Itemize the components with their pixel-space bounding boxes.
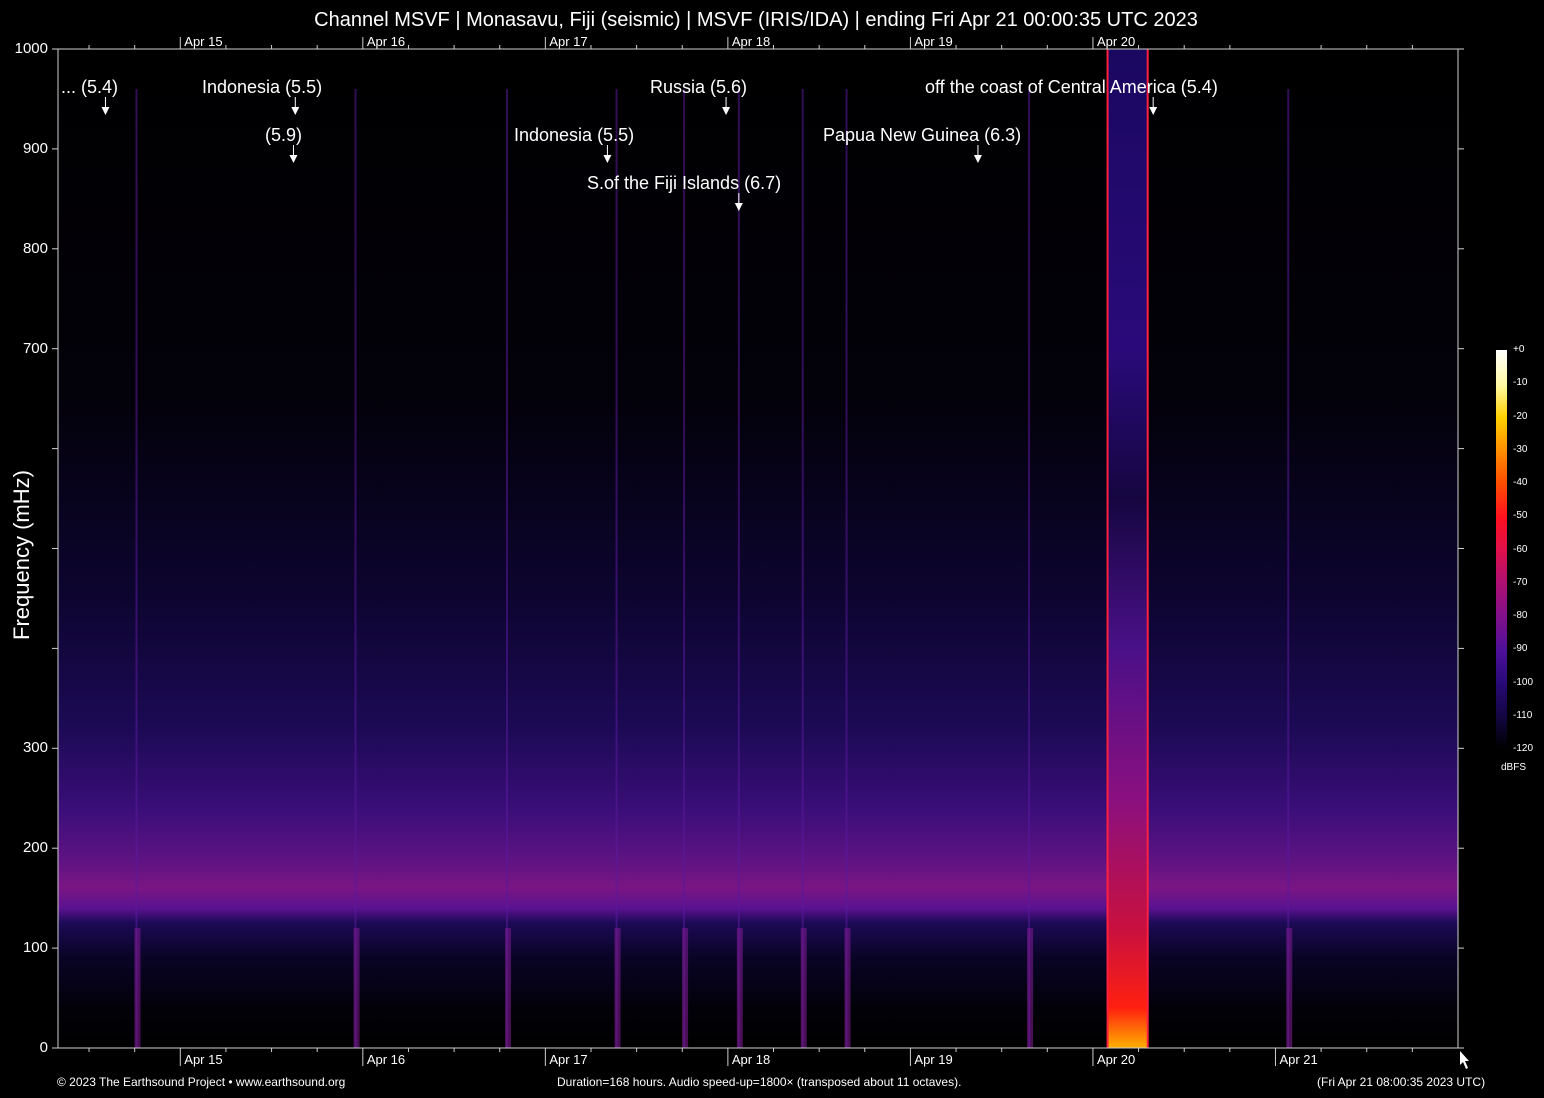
- colorbar-tick-label: -60: [1513, 543, 1528, 555]
- y-tick-label: 200: [22, 839, 48, 857]
- x-tick-label: Apr 21: [1279, 1052, 1318, 1067]
- transient-line: [615, 89, 618, 1048]
- footer-copyright: © 2023 The Earthsound Project • www.eart…: [57, 1075, 346, 1089]
- transient-low-freq: [505, 928, 512, 1048]
- y-tick-label: 800: [22, 239, 48, 257]
- transient-low-freq: [682, 928, 689, 1048]
- colorbar-tick-label: -120: [1513, 743, 1534, 754]
- event-label: Indonesia (5.5): [514, 125, 635, 145]
- y-tick-label: 100: [22, 939, 48, 957]
- colorbar-unit: dBFS: [1501, 762, 1527, 773]
- transient-low-freq: [736, 928, 743, 1048]
- colorbar-tick-label: -80: [1513, 610, 1528, 621]
- transient-line: [1028, 89, 1031, 1048]
- transient-line: [845, 89, 848, 1048]
- transient-low-freq: [1027, 928, 1034, 1048]
- transient-line: [801, 89, 804, 1048]
- chart-title: Channel MSVF | Monasavu, Fiji (seismic) …: [314, 9, 1198, 31]
- x-tick-label-top: Apr 19: [914, 34, 953, 49]
- transient-line: [1287, 89, 1290, 1048]
- transient-line: [354, 89, 357, 1048]
- y-tick-label: 1000: [14, 40, 48, 57]
- colorbar-tick-label: -100: [1513, 676, 1534, 688]
- transient-line: [683, 89, 686, 1048]
- transient-line: [737, 89, 740, 1048]
- x-tick-label-top: Apr 20: [1096, 34, 1136, 49]
- colorbar-tick-label: -20: [1513, 410, 1528, 422]
- event-label: Indonesia (5.5): [202, 77, 323, 97]
- event-arrow-head: [289, 155, 298, 163]
- transient-line: [506, 89, 509, 1048]
- colorbar-tick-label: -110: [1513, 709, 1533, 721]
- event-label: Russia (5.6): [650, 77, 748, 97]
- y-tick-label: 300: [22, 739, 48, 757]
- event-label: off the coast of Central America (5.4): [925, 77, 1218, 97]
- footer-timestamp: (Fri Apr 21 08:00:35 2023 UTC): [1317, 1075, 1486, 1089]
- spectrogram-background: [58, 49, 1458, 1048]
- event-label: S.of the Fiji Islands (6.7): [587, 173, 782, 193]
- strong-burst-region: [1107, 49, 1148, 1048]
- x-tick-label: Apr 20: [1096, 1052, 1136, 1067]
- event-arrow-head: [722, 107, 731, 115]
- y-tick-label: 900: [22, 139, 48, 157]
- transient-low-freq: [353, 928, 360, 1048]
- colorbar-tick-label: -10: [1513, 377, 1528, 389]
- transient-low-freq: [1286, 928, 1293, 1048]
- event-label: Papua New Guinea (6.3): [823, 125, 1022, 145]
- event-arrow-head: [734, 203, 743, 211]
- event-arrow-head: [101, 107, 110, 115]
- x-tick-label: Apr 19: [914, 1052, 953, 1067]
- event-arrow-head: [1149, 107, 1158, 115]
- x-tick-label: Apr 18: [731, 1052, 771, 1067]
- x-tick-label: Apr 16: [366, 1052, 406, 1067]
- x-tick-label-top: Apr 17: [549, 34, 588, 49]
- footer-duration: Duration=168 hours. Audio speed-up=1800×…: [557, 1075, 962, 1089]
- y-tick-label: 0: [39, 1039, 48, 1056]
- cursor-arrow-icon: [1460, 1051, 1469, 1069]
- colorbar-tick-label: -40: [1513, 477, 1528, 488]
- y-tick-label: 700: [22, 339, 48, 357]
- event-label: ... (5.4): [61, 77, 119, 97]
- x-tick-label-top: Apr 16: [366, 34, 406, 49]
- colorbar: [1496, 350, 1507, 749]
- colorbar-tick-label: -90: [1513, 643, 1528, 655]
- transient-low-freq: [800, 928, 807, 1048]
- colorbar-tick-label: -50: [1513, 510, 1528, 522]
- transient-low-freq: [844, 928, 851, 1048]
- transient-low-freq: [134, 928, 141, 1048]
- colorbar-tick-label: -30: [1513, 443, 1528, 455]
- x-tick-label-top: Apr 15: [184, 34, 223, 49]
- event-label: (5.9): [265, 125, 303, 145]
- transient-low-freq: [614, 928, 621, 1048]
- event-arrow-head: [291, 107, 300, 115]
- colorbar-tick-label: -70: [1513, 576, 1528, 588]
- x-tick-label: Apr 17: [549, 1052, 588, 1067]
- colorbar-tick-label: +0: [1513, 344, 1525, 355]
- x-tick-label: Apr 15: [184, 1052, 223, 1067]
- event-arrow-head: [603, 155, 612, 163]
- event-arrow-head: [973, 155, 982, 163]
- x-tick-label-top: Apr 18: [731, 34, 771, 49]
- transient-line: [135, 89, 138, 1048]
